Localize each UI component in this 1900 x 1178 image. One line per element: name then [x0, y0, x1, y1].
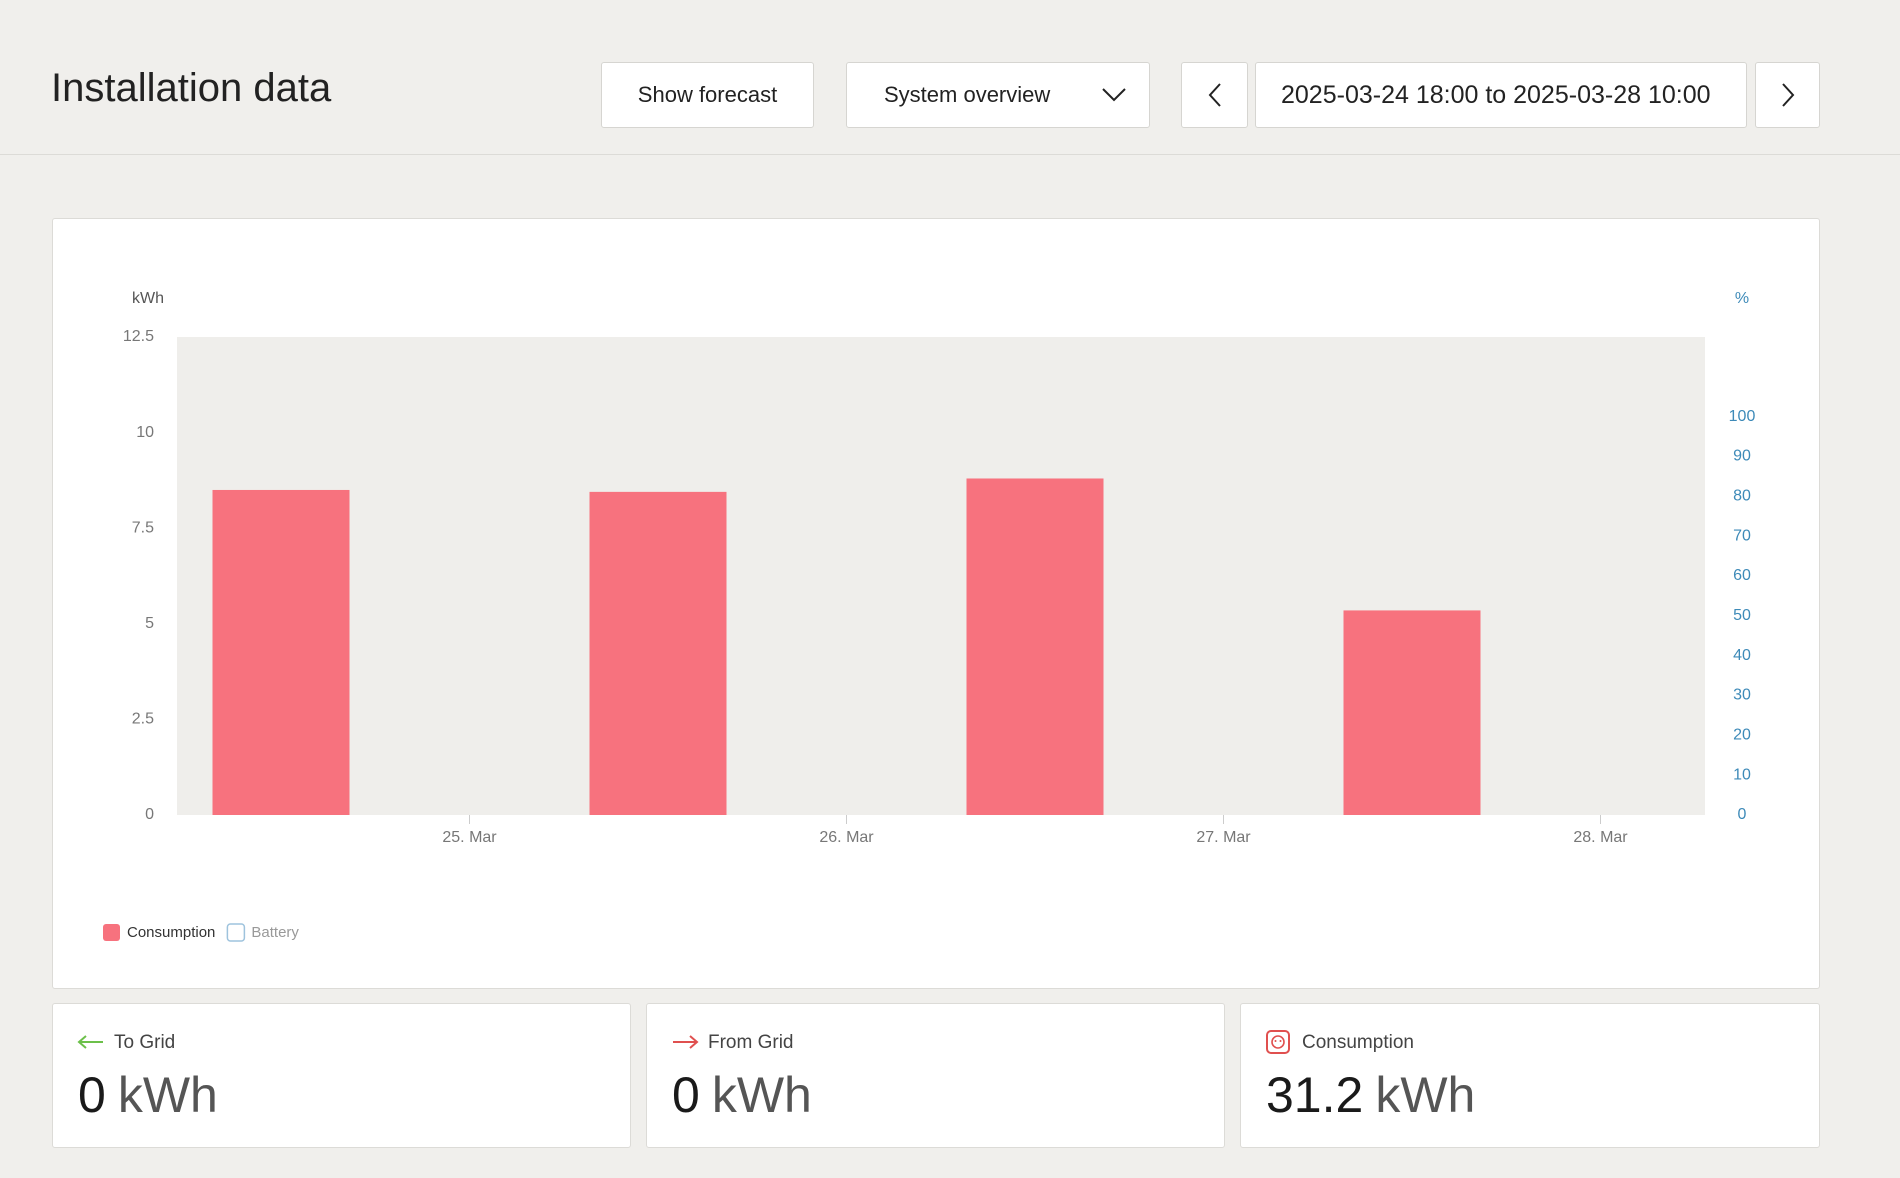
date-range[interactable]: 2025-03-24 18:00 to 2025-03-28 10:00	[1255, 62, 1747, 128]
y2-tick-label: 50	[1733, 607, 1751, 624]
view-select-label: System overview	[884, 82, 1051, 107]
y2-tick-label: 80	[1733, 488, 1751, 505]
chart-card: kWh % 0 2.5 5 7.5 10 12.5 0 10 20 30 40 50 60 70 80 90 1…	[52, 218, 1820, 989]
x-tick-label: 26. Mar	[819, 829, 874, 846]
page-title: Installation data	[51, 66, 332, 110]
y2-tick-label: 60	[1733, 567, 1751, 584]
consumption-icon	[1266, 1030, 1290, 1054]
y2-tick-label: 100	[1729, 408, 1756, 425]
header-divider	[0, 154, 1900, 155]
dropdown-chevron	[1102, 88, 1126, 102]
bar	[1343, 610, 1481, 815]
stat-label: Consumption	[1302, 1032, 1414, 1053]
x-tick-label: 27. Mar	[1196, 829, 1251, 846]
y-tick-label: 10	[136, 424, 154, 441]
y2-tick-label: 70	[1733, 527, 1751, 544]
y2-tick-label: 10	[1733, 766, 1751, 783]
legend-label: Battery	[251, 924, 299, 941]
y2-tick-label: 0	[1738, 806, 1747, 823]
x-tick-label: 25. Mar	[442, 829, 497, 846]
next-icon	[1781, 83, 1794, 107]
stat-card: Consumption 31.2 kWh	[1240, 1003, 1820, 1148]
legend-label: Consumption	[127, 924, 215, 941]
stat-value: 0 kWh	[78, 1066, 218, 1124]
stat-value: 31.2 kWh	[1266, 1066, 1475, 1124]
y-tick-label: 5	[145, 615, 154, 632]
y2-tick-label: 40	[1733, 647, 1751, 664]
prev-icon	[1208, 83, 1221, 107]
bar	[589, 491, 727, 815]
stat-number: 31.2	[1266, 1067, 1364, 1123]
y2-tick-label: 90	[1733, 448, 1751, 465]
forecast-button[interactable]: Show forecast	[601, 62, 814, 128]
stat-card: To Grid 0 kWh	[52, 1003, 631, 1148]
stat-unit: kWh	[1375, 1067, 1476, 1123]
y2-axis-label: %	[1735, 290, 1749, 307]
stat-card: From Grid 0 kWh	[646, 1003, 1225, 1148]
y2-tick-label: 20	[1733, 727, 1751, 744]
forecast-button-label: Show forecast	[637, 82, 778, 107]
y-axis-label: kWh	[132, 290, 164, 307]
date-range-text: 2025-03-24 18:00 to 2025-03-28 10:00	[1281, 80, 1711, 109]
chart: kWh % 0 2.5 5 7.5 10 12.5 0 10 20 30 40 50 60 70 80 90 1…	[103, 290, 1756, 942]
bar	[212, 489, 350, 815]
stat-unit: kWh	[711, 1067, 812, 1123]
bar	[966, 478, 1104, 815]
stat-unit: kWh	[117, 1067, 218, 1123]
y-tick-label: 12.5	[123, 328, 154, 345]
from-grid-icon	[673, 1035, 699, 1049]
prev-button[interactable]	[1181, 62, 1248, 128]
y-tick-label: 2.5	[132, 711, 154, 728]
stat-number: 0	[78, 1067, 106, 1123]
x-tick-label: 28. Mar	[1573, 829, 1628, 846]
stat-value: 0 kWh	[672, 1066, 812, 1124]
y-tick-label: 7.5	[132, 519, 154, 536]
to-grid-icon	[77, 1035, 103, 1049]
legend-swatch	[103, 924, 120, 941]
stat-number: 0	[672, 1067, 700, 1123]
view-select[interactable]: System overview	[846, 62, 1150, 128]
next-button[interactable]	[1755, 62, 1820, 128]
stat-label: To Grid	[114, 1032, 176, 1053]
y-tick-label: 0	[145, 806, 154, 823]
y2-tick-label: 30	[1733, 687, 1751, 704]
stat-label: From Grid	[708, 1032, 794, 1053]
legend-swatch	[226, 923, 246, 942]
